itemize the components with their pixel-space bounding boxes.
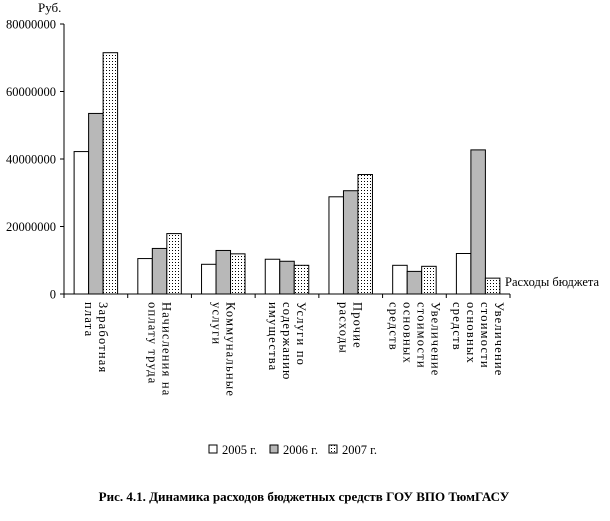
category-label-line: плата — [82, 302, 96, 337]
category-label-line: средств — [386, 302, 400, 351]
y-tick-label: 20000000 — [6, 220, 56, 234]
bar-4-2005 — [264, 258, 281, 295]
category-label-line: имущества — [266, 302, 280, 371]
bar-3-2007 — [230, 253, 246, 295]
bar-5-2005 — [328, 196, 344, 295]
category-label: Услуги посодержаниюимущества — [266, 302, 308, 381]
bar-5-2007 — [357, 174, 373, 295]
bar-2-2007 — [166, 233, 182, 295]
category-label-line: Увеличение — [492, 302, 506, 377]
category-label-line: Увеличение — [428, 302, 442, 377]
bar-5-2006 — [342, 190, 359, 295]
category-label-line: стоимости — [478, 302, 492, 369]
legend-label: 2007 г. — [342, 443, 377, 457]
category-label: Заработнаяплата — [82, 302, 110, 374]
category-label-line: Прочие — [351, 302, 365, 349]
category-label: Увеличениестоимостиосновныхсредств — [386, 302, 442, 377]
bar-6-2006 — [406, 270, 423, 295]
legend-swatch — [328, 444, 338, 454]
legend-label: 2006 г. — [283, 443, 318, 457]
y-tick-label: 80000000 — [6, 18, 56, 32]
y-axis: 0 20000000 40000000 60000000 80000000 — [6, 18, 64, 302]
category-label: Начисления наоплату труда — [146, 302, 174, 396]
figure-caption: Рис. 4.1. Динамика расходов бюджетных ср… — [99, 489, 510, 504]
bar-1-2007 — [102, 52, 119, 295]
category-label-line: Коммунальные — [223, 302, 237, 397]
bars — [73, 52, 501, 295]
category-label-line: оплату труда — [146, 302, 160, 385]
bar-4-2006 — [279, 260, 295, 295]
y-axis-unit-label: Руб. — [38, 0, 61, 15]
bar-7-2006 — [470, 149, 486, 295]
bar-6-2007 — [421, 265, 437, 295]
category-label-line: основных — [400, 302, 414, 364]
x-axis-label: Расходы бюджета — [505, 275, 599, 289]
category-label-line: Начисления на — [160, 302, 174, 396]
bar-3-2005 — [201, 263, 217, 295]
bar-4-2007 — [293, 264, 310, 295]
category-label-line: основных — [464, 302, 478, 364]
legend-swatch — [269, 444, 279, 454]
category-label: Увеличениестоимостиосновныхсредств — [450, 302, 506, 377]
category-label-line: стоимости — [414, 302, 428, 369]
category-label-line: средств — [450, 302, 464, 351]
category-label-line: услуги — [209, 302, 223, 345]
legend-label: 2005 г. — [222, 443, 257, 457]
y-tick-label: 60000000 — [6, 85, 56, 99]
category-label: Коммунальныеуслуги — [209, 302, 237, 397]
bar-7-2005 — [455, 253, 472, 295]
category-label-line: Услуги по — [294, 302, 308, 366]
legend: 2005 г. 2006 г. 2007 г. — [208, 443, 377, 457]
category-labels: Заработнаяплата Начисления наоплату труда… — [82, 302, 506, 397]
bar-6-2005 — [392, 264, 408, 295]
bar-2-2005 — [137, 258, 153, 295]
y-tick-label: 40000000 — [6, 153, 56, 167]
category-label-line: расходы — [337, 302, 351, 354]
bar-7-2007 — [484, 277, 501, 295]
legend-swatch — [208, 444, 218, 454]
bar-3-2006 — [215, 249, 232, 295]
category-label-line: Заработная — [96, 302, 110, 374]
axes — [63, 24, 511, 298]
bar-2-2006 — [151, 247, 168, 295]
bar-1-2006 — [88, 112, 104, 295]
y-tick-label: 0 — [50, 288, 56, 302]
category-label-line: содержанию — [280, 302, 294, 381]
bar-1-2005 — [73, 151, 90, 295]
category-label: Прочиерасходы — [337, 302, 365, 354]
